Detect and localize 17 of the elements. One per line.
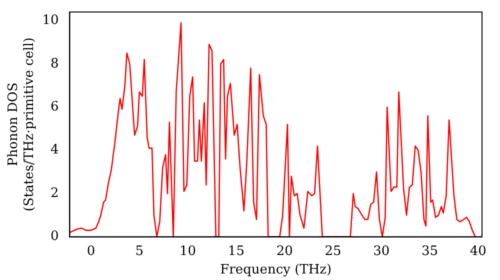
x-tick-label: 10 bbox=[180, 244, 196, 259]
x-tick-label: 25 bbox=[324, 244, 342, 259]
x-tick-label: 0 bbox=[86, 244, 96, 259]
y-tick-label: 4 bbox=[50, 142, 59, 158]
y-tick-label: 8 bbox=[50, 56, 59, 72]
x-tick-label: 15 bbox=[228, 244, 244, 259]
y-tick-label: 6 bbox=[50, 99, 59, 114]
x-tick-label: 35 bbox=[421, 244, 438, 259]
x-tick-label: 40 bbox=[470, 244, 486, 259]
y-tick-label: 0 bbox=[50, 229, 59, 244]
x-tick-label: 5 bbox=[135, 244, 144, 259]
y-tick-label: 2 bbox=[50, 186, 59, 201]
y-axis-title: Phonon DOS (States/THz·primitive cell) bbox=[6, 37, 37, 212]
x-tick-label: 30 bbox=[373, 244, 390, 259]
x-tick-label: 20 bbox=[276, 244, 293, 259]
y-tick-label: 10 bbox=[42, 13, 59, 28]
x-axis-title: Frequency (THz) bbox=[220, 262, 332, 278]
